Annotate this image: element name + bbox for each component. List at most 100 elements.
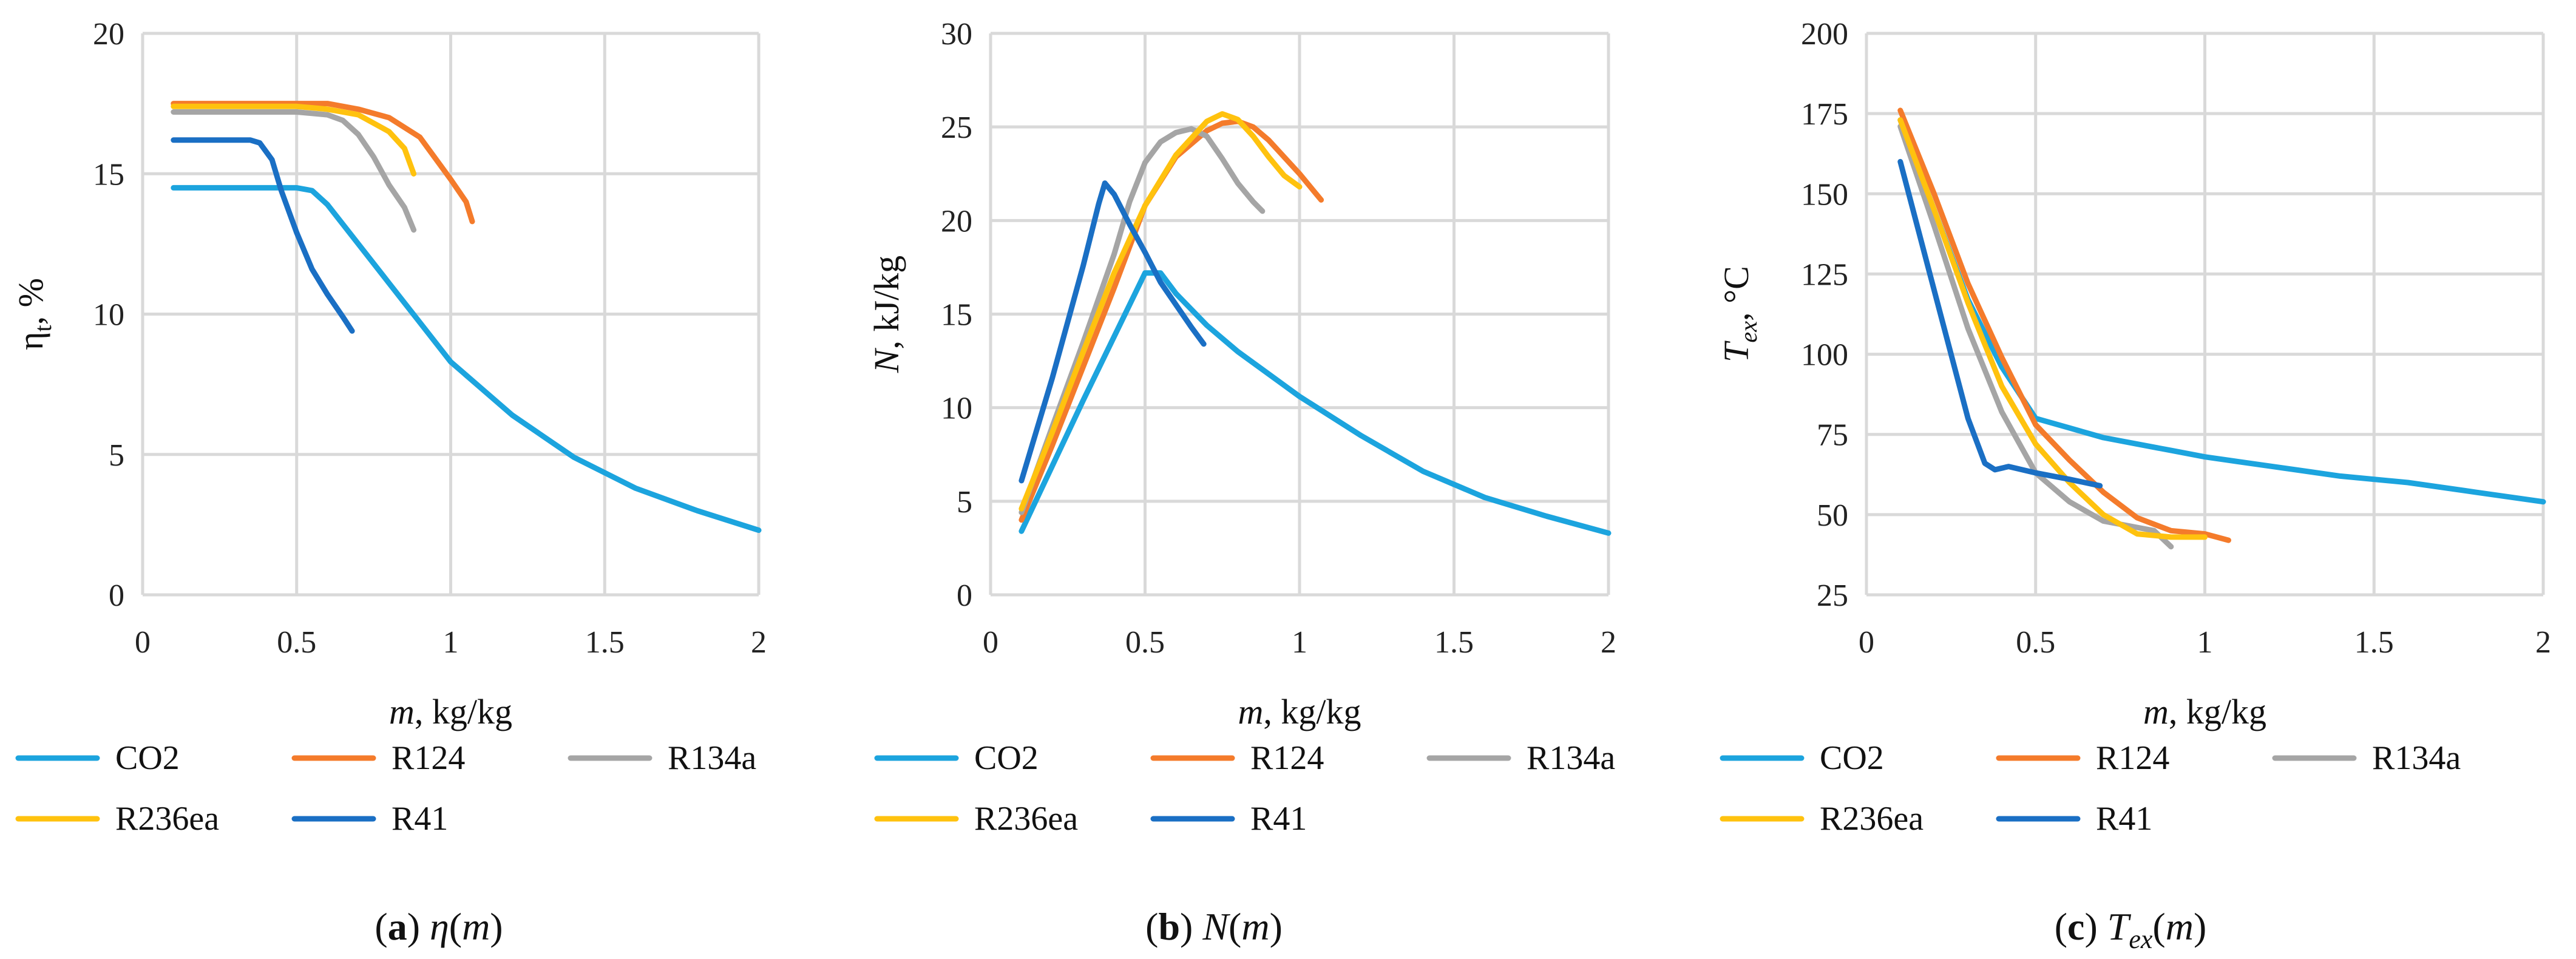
series-line-r41	[171, 137, 355, 334]
y-axis-label-symbol: N	[867, 347, 906, 373]
series-line-r236ea	[1897, 117, 2208, 540]
x-tick-label: 2	[1601, 625, 1616, 660]
x-axis-label-unit: , kg/kg	[2169, 692, 2266, 731]
caption-letter: c	[2067, 905, 2084, 948]
caption-paren: (	[1229, 905, 1241, 948]
y-tick-label: 125	[1801, 257, 1848, 292]
y-tick-label: 0	[957, 578, 972, 613]
x-tick-label: 0.5	[277, 625, 316, 660]
x-tick-label: 0	[1859, 625, 1874, 660]
series-line-co2	[171, 185, 762, 534]
caption-letter: a	[388, 905, 407, 948]
panel-caption: (b) N(m)	[1145, 905, 1283, 948]
x-tick-label: 2	[2535, 625, 2551, 660]
x-tick-label: 0	[983, 625, 998, 660]
caption-paren: )	[1180, 905, 1202, 948]
y-axis-label-subscript: t	[29, 325, 56, 331]
y-tick-label: 25	[1817, 578, 1848, 613]
caption-paren: )	[490, 905, 503, 948]
legend-label-r236ea: R236ea	[974, 800, 1078, 838]
y-axis-label: Tex, °C	[1717, 266, 1762, 362]
legend-label-r134a: R134a	[2372, 739, 2461, 777]
y-tick-label: 75	[1817, 418, 1848, 453]
y-axis-label-unit: , °C	[1717, 266, 1756, 321]
caption-paren: (	[375, 905, 387, 948]
legend-label-r41: R41	[2096, 800, 2152, 838]
legend-label-r41: R41	[391, 800, 448, 838]
legend-label-r236ea: R236ea	[1820, 800, 1924, 838]
y-axis-label-unit: , %	[11, 278, 50, 325]
y-tick-label: 0	[109, 578, 124, 613]
caption-variable: m	[2166, 905, 2194, 948]
y-tick-label: 100	[1801, 338, 1848, 373]
y-tick-label: 200	[1801, 17, 1848, 52]
caption-variable: m	[1241, 905, 1269, 948]
y-axis-label-symbol: η	[11, 332, 50, 350]
y-tick-label: 5	[109, 438, 124, 473]
legend-label-r41: R41	[1250, 800, 1307, 838]
x-axis-label-symbol: m	[1238, 692, 1263, 731]
caption-paren: )	[407, 905, 430, 948]
y-tick-label: 20	[941, 204, 972, 239]
y-tick-label: 175	[1801, 97, 1848, 132]
caption-paren: (	[2152, 905, 2165, 948]
y-tick-label: 10	[93, 298, 124, 333]
x-tick-label: 1.5	[2354, 625, 2394, 660]
series-line-r236ea	[171, 103, 417, 177]
x-axis-label: m, kg/kg	[1238, 692, 1361, 731]
y-tick-label: 50	[1817, 498, 1848, 533]
y-axis-label: N, kJ/kg	[867, 256, 906, 373]
x-tick-label: 0.5	[1125, 625, 1165, 660]
y-tick-label: 15	[93, 157, 124, 192]
series-line-co2	[1019, 270, 1612, 536]
series-line-r124	[1897, 107, 2231, 543]
x-axis-label-symbol: m	[389, 692, 415, 731]
caption-paren: (	[1145, 905, 1158, 948]
x-axis-label-unit: , kg/kg	[1263, 692, 1361, 731]
caption-paren: )	[2194, 905, 2206, 948]
y-axis-label: ηt, %	[11, 278, 56, 350]
series-line-r124	[171, 101, 475, 225]
series-line-r134a	[1897, 123, 2174, 550]
caption-paren: )	[1270, 905, 1283, 948]
y-tick-label: 5	[957, 485, 972, 520]
caption-paren: )	[2084, 905, 2107, 948]
legend-label-r124: R124	[391, 739, 465, 777]
series-line-r124	[1019, 118, 1324, 523]
x-axis-label-symbol: m	[2143, 692, 2169, 731]
x-tick-label: 1.5	[1434, 625, 1474, 660]
caption-variable: m	[462, 905, 490, 948]
x-tick-label: 1	[1292, 625, 1307, 660]
x-tick-label: 1	[443, 625, 459, 660]
x-axis-label: m, kg/kg	[2143, 692, 2266, 731]
legend-label-r134a: R134a	[1527, 739, 1615, 777]
y-tick-label: 150	[1801, 177, 1848, 212]
y-tick-label: 15	[941, 298, 972, 333]
series-line-r41	[1019, 180, 1207, 484]
caption-symbol: T	[2107, 905, 2132, 948]
x-tick-label: 1.5	[585, 625, 625, 660]
caption-symbol: N	[1202, 905, 1230, 948]
y-axis-label-unit: , kJ/kg	[867, 256, 906, 350]
series-line-r41	[1897, 158, 2103, 489]
caption-paren: (	[449, 905, 462, 948]
x-tick-label: 2	[751, 625, 767, 660]
caption-letter: b	[1158, 905, 1180, 948]
y-axis-label-subscript: ex	[1735, 321, 1762, 343]
y-tick-label: 10	[941, 391, 972, 426]
x-axis-label-unit: , kg/kg	[415, 692, 512, 731]
x-axis-label: m, kg/kg	[389, 692, 512, 731]
y-tick-label: 20	[93, 17, 124, 52]
legend-label-co2: CO2	[974, 739, 1039, 777]
y-tick-label: 30	[941, 17, 972, 52]
y-axis-label-symbol: T	[1717, 341, 1756, 362]
x-tick-label: 0	[135, 625, 151, 660]
panel-caption: (a) η(m)	[375, 905, 503, 948]
series-line-co2	[1897, 117, 2546, 505]
legend-label-r236ea: R236ea	[115, 800, 219, 838]
legend-label-co2: CO2	[115, 739, 180, 777]
x-tick-label: 0.5	[2016, 625, 2055, 660]
panel-caption: (c) Tex(m)	[2055, 905, 2207, 954]
